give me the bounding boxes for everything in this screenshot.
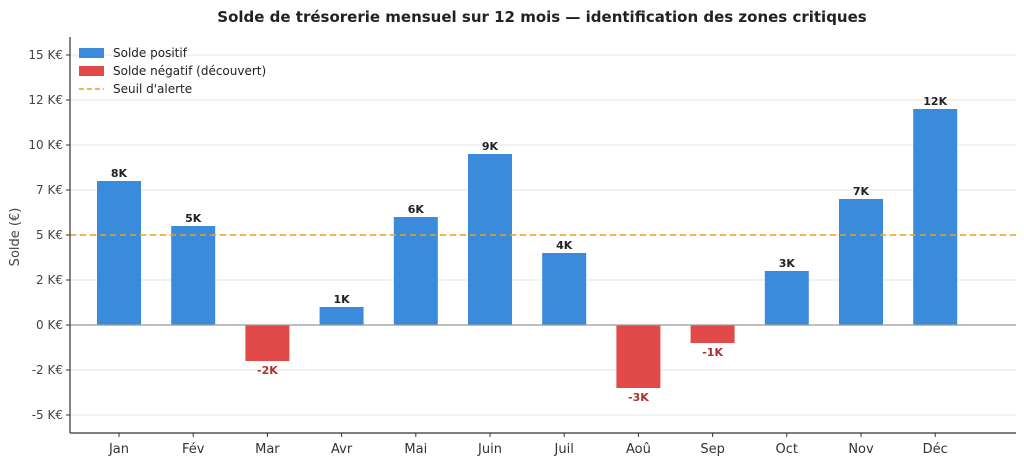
y-tick-label: 5 K€ (36, 228, 63, 242)
data-label: -2K (257, 364, 278, 377)
data-labels-group: 8K 5K -2K 1K 6K 9K 4K -3K -1K 3K 7K 12K (111, 95, 948, 404)
y-tick-label: 15 K€ (28, 48, 63, 62)
legend-label: Seuil d'alerte (113, 82, 192, 96)
bar-sep (690, 325, 735, 343)
y-tick-label: 2 K€ (36, 273, 63, 287)
x-tick-label: Fév (182, 442, 205, 457)
x-tick-label: Oct (776, 442, 798, 457)
bar-jan (97, 181, 141, 325)
y-tick-label: 7 K€ (36, 183, 63, 197)
bar-aoû (616, 325, 661, 388)
data-label: 6K (408, 203, 425, 216)
x-tick-label: Juil (554, 442, 574, 457)
x-tick-label: Mai (404, 442, 427, 457)
legend-swatch (79, 48, 104, 58)
data-label: 12K (923, 95, 947, 108)
y-tick-label: 12 K€ (28, 93, 63, 107)
data-label: -3K (628, 391, 649, 404)
data-label: -1K (702, 346, 723, 359)
data-label: 5K (185, 212, 202, 225)
y-tick-label: -2 K€ (32, 363, 63, 377)
x-tick-label: Mar (255, 442, 280, 457)
data-label: 3K (779, 257, 796, 270)
x-tick-label: Déc (923, 442, 948, 457)
y-tick-label: -5 K€ (32, 408, 63, 422)
legend-label: Solde positif (113, 46, 188, 60)
y-tick-label: 0 K€ (36, 318, 63, 332)
data-label: 9K (482, 140, 499, 153)
bar-avr (319, 307, 364, 325)
x-tick-label: Juin (477, 442, 502, 457)
legend-swatch (79, 66, 104, 76)
axes-group: -5 K€ -2 K€ 0 K€ 2 K€ 5 K€ 7 K€ 10 K€ 12 K€ 15 K… (28, 37, 1016, 457)
legend-label: Solde négatif (découvert) (113, 64, 266, 78)
bar-juil (542, 253, 587, 325)
data-label: 7K (853, 185, 870, 198)
bar-fév (171, 226, 216, 325)
x-tick-label: Avr (331, 442, 353, 457)
legend: Solde positif Solde négatif (découvert) Se… (79, 46, 266, 96)
data-label: 1K (334, 293, 351, 306)
bar-mar (245, 325, 290, 361)
x-tick-label: Aoû (626, 442, 651, 457)
bars-group (97, 109, 958, 388)
bar-juin (468, 154, 512, 325)
y-tick-label: 10 K€ (28, 138, 63, 152)
x-tick-label: Sep (700, 442, 725, 457)
y-axis-label: Solde (€) (8, 208, 23, 267)
x-tick-label: Nov (848, 442, 874, 457)
bar-oct (764, 271, 809, 325)
bar-déc (913, 109, 958, 325)
chart-title: Solde de trésorerie mensuel sur 12 mois … (217, 8, 867, 26)
data-label: 8K (111, 167, 128, 180)
x-tick-label: Jan (108, 442, 129, 457)
bar-mai (393, 217, 438, 325)
data-label: 4K (556, 239, 573, 252)
bar-nov (839, 199, 883, 325)
